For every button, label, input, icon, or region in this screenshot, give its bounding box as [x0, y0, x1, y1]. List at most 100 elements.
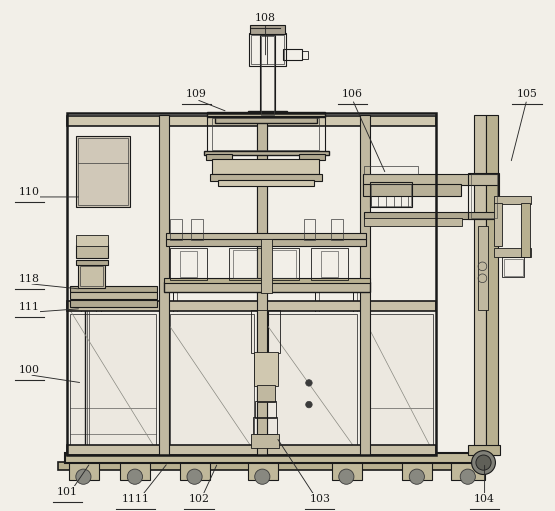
Circle shape — [306, 401, 312, 408]
Bar — [272, 250, 296, 278]
Circle shape — [187, 469, 202, 484]
Bar — [451, 461, 485, 480]
Bar — [495, 196, 531, 204]
Bar — [332, 461, 361, 480]
Text: 109: 109 — [186, 89, 206, 99]
Bar — [67, 301, 436, 311]
Bar — [251, 310, 280, 353]
Bar — [166, 239, 366, 246]
Bar — [266, 35, 284, 63]
Bar — [486, 114, 498, 455]
Bar — [159, 114, 169, 455]
Bar — [65, 453, 481, 462]
Bar — [495, 203, 502, 246]
Bar — [257, 114, 266, 455]
Text: 105: 105 — [517, 89, 537, 99]
Bar — [67, 445, 436, 455]
Bar — [504, 259, 523, 275]
Bar — [360, 114, 370, 455]
Bar — [502, 257, 524, 277]
Circle shape — [306, 380, 312, 386]
Bar — [170, 248, 207, 280]
Bar — [210, 174, 322, 181]
Bar — [331, 219, 342, 240]
Bar — [260, 35, 275, 115]
Bar — [468, 173, 499, 219]
Text: 106: 106 — [342, 89, 363, 99]
Bar — [170, 219, 182, 240]
Bar — [302, 51, 309, 59]
Bar — [164, 278, 370, 283]
Bar — [478, 226, 488, 310]
Bar — [180, 461, 210, 480]
Bar — [283, 50, 302, 60]
Bar — [215, 116, 317, 123]
Bar — [248, 111, 287, 117]
Bar — [206, 154, 232, 159]
Bar — [164, 282, 370, 292]
Bar — [304, 219, 315, 240]
Bar — [248, 461, 278, 480]
Bar — [76, 245, 108, 258]
Bar — [70, 292, 157, 299]
Text: 118: 118 — [19, 274, 40, 284]
Text: 1111: 1111 — [122, 494, 149, 504]
Bar — [468, 445, 500, 455]
Circle shape — [476, 455, 491, 470]
Bar — [78, 138, 128, 204]
Text: 102: 102 — [188, 494, 209, 504]
Bar — [218, 179, 314, 186]
Circle shape — [127, 469, 143, 484]
Bar — [257, 385, 275, 402]
Bar — [79, 266, 103, 286]
Bar — [402, 461, 432, 480]
Bar — [166, 233, 366, 239]
Bar — [213, 159, 319, 174]
Bar — [76, 136, 130, 207]
Bar — [180, 251, 197, 277]
Bar — [207, 112, 325, 117]
Circle shape — [460, 469, 476, 484]
Text: 111: 111 — [19, 303, 40, 312]
Bar — [67, 113, 436, 455]
Bar — [471, 174, 497, 218]
Bar — [299, 154, 325, 159]
Bar — [76, 260, 108, 265]
Bar — [251, 35, 266, 63]
Bar — [207, 115, 325, 152]
Bar — [70, 314, 156, 451]
Bar — [233, 250, 258, 278]
Bar — [371, 184, 411, 205]
Bar — [362, 314, 432, 451]
Bar — [78, 264, 105, 288]
Bar — [311, 248, 348, 280]
Bar — [67, 115, 436, 126]
Circle shape — [339, 469, 354, 484]
Bar — [364, 218, 462, 226]
Circle shape — [255, 469, 270, 484]
Circle shape — [472, 451, 496, 475]
Bar — [120, 461, 150, 480]
Bar — [257, 114, 266, 455]
Bar — [495, 248, 531, 257]
Text: 104: 104 — [474, 494, 495, 504]
Bar — [261, 36, 274, 114]
Bar — [363, 184, 461, 196]
Bar — [229, 248, 299, 280]
Bar — [321, 251, 338, 277]
Text: 100: 100 — [19, 365, 40, 375]
Bar — [254, 352, 278, 386]
Bar — [522, 203, 529, 257]
Bar — [370, 182, 412, 207]
Bar — [76, 235, 108, 246]
Bar — [261, 239, 272, 293]
Text: 108: 108 — [255, 13, 276, 24]
Bar — [363, 174, 498, 185]
Bar — [58, 461, 489, 470]
Text: 110: 110 — [19, 187, 40, 197]
Bar — [364, 212, 498, 219]
Bar — [251, 434, 279, 448]
Bar — [253, 417, 277, 434]
Bar — [69, 461, 99, 480]
Bar — [255, 401, 276, 418]
